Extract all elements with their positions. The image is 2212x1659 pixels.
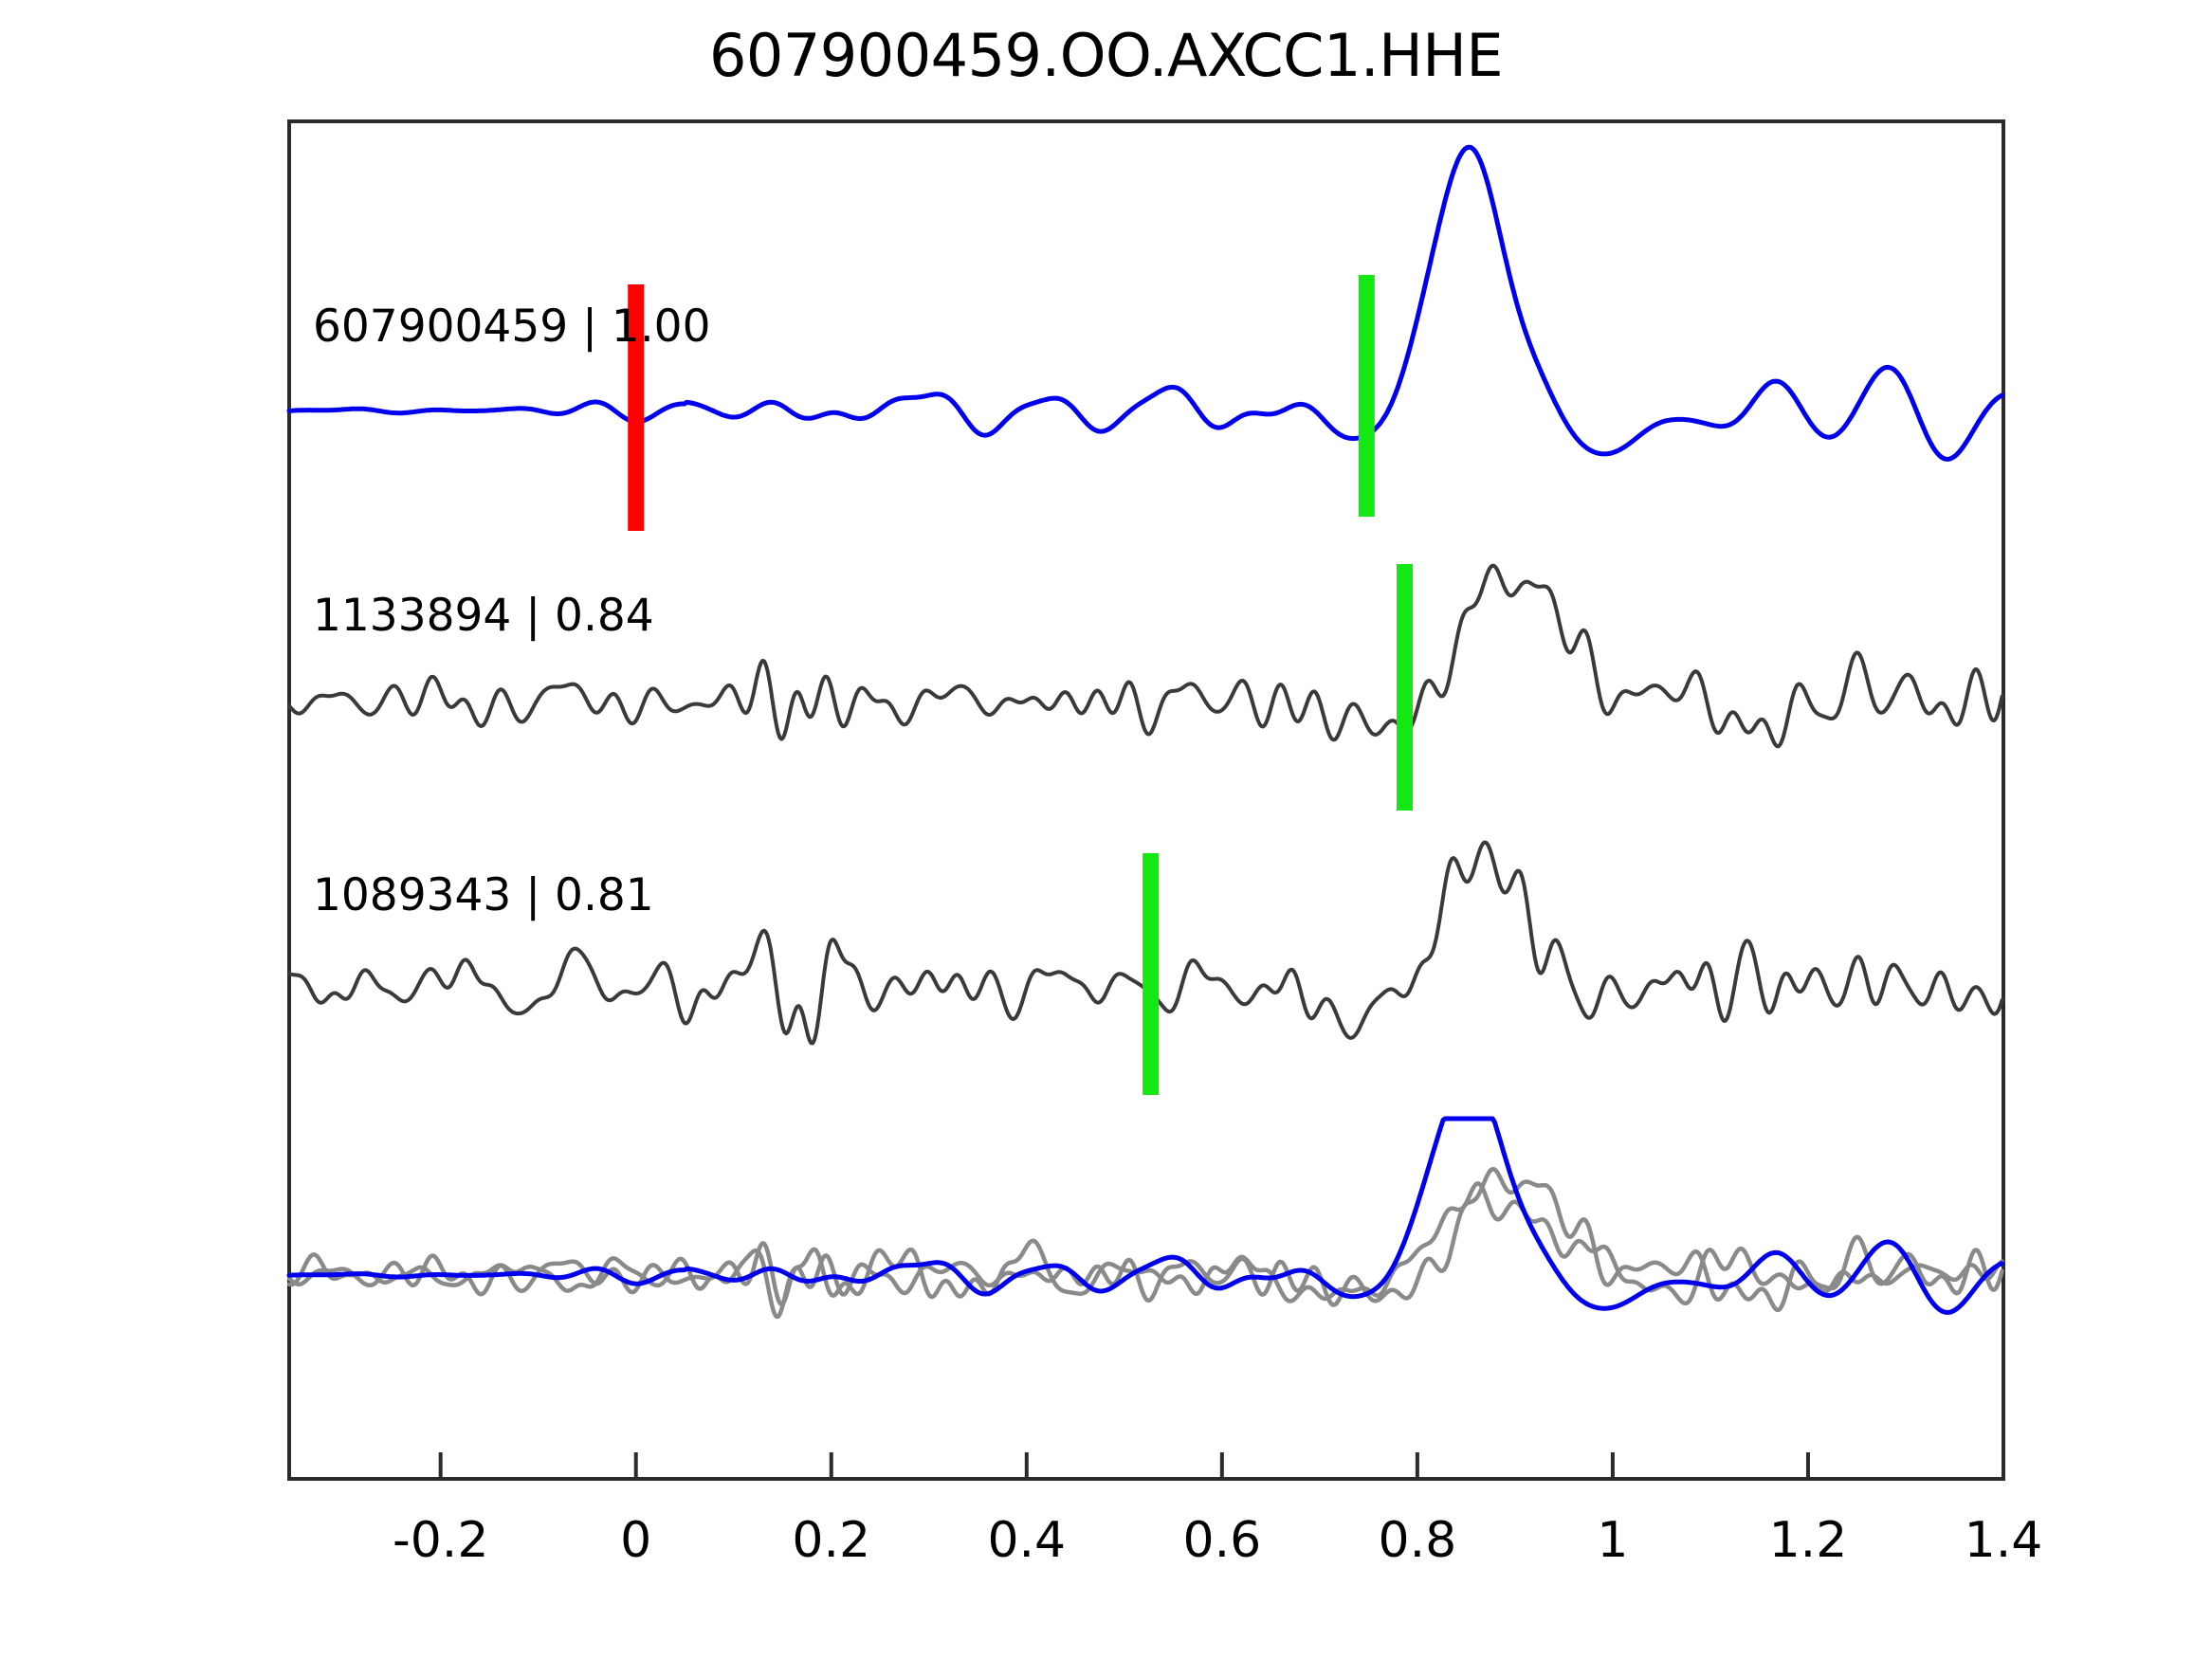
waveform-traces [286,144,2004,1320]
trace-label-607900459: 607900459 | 1.00 [313,301,711,353]
overlay-trace-1133894 [286,1166,2004,1313]
pick-markers [628,275,1413,1095]
trace-1133894 [287,563,2004,749]
page-title: 607900459.OO.AXCC1.HHE [708,21,1504,90]
x-tick-label: 1.2 [1769,1512,1848,1569]
x-tick-label: 0.4 [987,1512,1066,1569]
overlay-trace-607900459 [286,1116,2004,1315]
trace-607900459 [286,144,2004,462]
x-tick-label: 1.4 [1965,1512,2043,1569]
x-tick-label: 0.2 [792,1512,870,1569]
x-axis-tick-labels: -0.2 0 0.2 0.4 0.6 0.8 1 1.2 1.4 [393,1512,2042,1569]
x-tick-label: 1 [1597,1512,1628,1569]
x-axis-ticks [438,1452,2005,1479]
overlay-trace-1089343 [286,1181,2004,1320]
trace-label-1089343: 1089343 | 0.81 [313,869,654,921]
x-tick-label: -0.2 [393,1512,488,1569]
plot-frame [287,119,2005,1481]
x-tick-label: 0 [620,1512,651,1569]
x-tick-label: 0.8 [1379,1512,1457,1569]
trace-label-1133894: 1133894 | 0.84 [313,590,654,642]
x-tick-label: 0.6 [1182,1512,1261,1569]
